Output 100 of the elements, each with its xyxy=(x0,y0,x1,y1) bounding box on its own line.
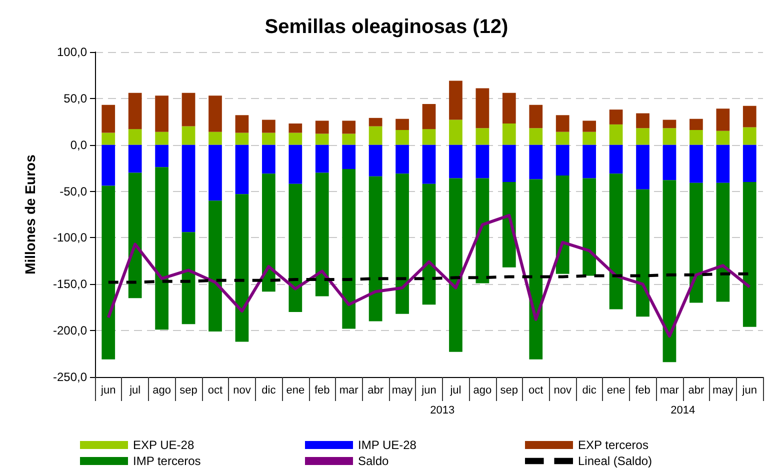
x-tick-label: may xyxy=(712,384,734,396)
x-tick-label: dic xyxy=(582,384,597,396)
x-tick-label: ene xyxy=(606,384,626,396)
x-tick-label: feb xyxy=(635,384,650,396)
bar xyxy=(422,184,436,305)
bar xyxy=(128,172,142,298)
x-tick-label: nov xyxy=(233,384,252,396)
bar xyxy=(422,144,436,184)
bar xyxy=(155,144,168,168)
legend-label: EXP UE-28 xyxy=(133,438,194,452)
bar xyxy=(502,182,516,268)
x-tick-label: sep xyxy=(500,384,518,396)
bar xyxy=(182,232,196,324)
bar xyxy=(315,144,329,173)
bar xyxy=(288,144,302,184)
y-tick-label: -200,0 xyxy=(52,324,88,338)
bar xyxy=(262,132,276,145)
bar xyxy=(342,144,356,169)
bar xyxy=(476,178,490,284)
bar xyxy=(422,104,436,130)
legend-label: Saldo xyxy=(358,454,390,468)
x-tick-label: jul xyxy=(449,384,462,396)
bar xyxy=(609,174,623,310)
bar xyxy=(662,180,676,362)
bar xyxy=(155,167,168,330)
bar xyxy=(636,113,650,128)
bar xyxy=(182,92,196,126)
bar xyxy=(235,115,249,133)
bar xyxy=(235,144,249,194)
bar xyxy=(128,129,142,145)
x-tick-label: nov xyxy=(554,384,572,396)
bar xyxy=(716,144,730,183)
x-tick-label: sep xyxy=(180,384,198,396)
bar xyxy=(182,144,196,232)
bar xyxy=(449,178,462,352)
bar xyxy=(476,144,490,178)
bar xyxy=(716,108,730,131)
bar xyxy=(128,144,142,173)
bar xyxy=(342,134,356,145)
bar xyxy=(609,144,623,174)
bar xyxy=(502,144,516,182)
bar xyxy=(262,144,276,174)
bar xyxy=(502,124,516,145)
bar xyxy=(396,130,409,145)
legend-label: IMP terceros xyxy=(133,454,201,468)
bar xyxy=(690,144,703,183)
bar xyxy=(742,144,756,182)
bar xyxy=(476,88,490,128)
y-tick-label: 0,0 xyxy=(70,138,88,152)
bar xyxy=(208,144,222,201)
x-tick-label: abr xyxy=(368,384,384,396)
x-tick-label: may xyxy=(392,384,414,396)
y-tick-label: -250,0 xyxy=(52,370,88,384)
bar xyxy=(288,124,302,133)
bar xyxy=(662,144,676,180)
bar xyxy=(690,130,703,145)
bar xyxy=(690,118,703,130)
x-tick-label: oct xyxy=(208,384,223,396)
line-series xyxy=(106,214,752,338)
bar xyxy=(368,118,382,126)
bar xyxy=(102,186,116,360)
y-tick-label: -100,0 xyxy=(52,230,88,245)
bar xyxy=(396,174,409,314)
bar xyxy=(556,132,570,145)
y-tick-label: 50,0 xyxy=(64,91,88,106)
bar xyxy=(182,126,196,145)
bar xyxy=(529,179,543,360)
y-tick-label: -150,0 xyxy=(52,277,88,292)
x-tick-label: jun xyxy=(100,384,116,396)
x-tick-label: jul xyxy=(128,384,141,396)
x-tick-label: oct xyxy=(528,384,544,396)
bar xyxy=(716,182,730,302)
bar xyxy=(235,194,249,342)
bar xyxy=(556,176,570,274)
chart-title: Semillas oleaginosas (12) xyxy=(264,16,508,38)
x-tick-label: mar xyxy=(660,384,680,396)
y-tick-label: 100,0 xyxy=(56,45,88,59)
x-tick-label: jun xyxy=(420,384,436,396)
legend-label: IMP UE-28 xyxy=(358,438,417,452)
bar xyxy=(422,129,436,145)
bar xyxy=(102,144,116,186)
x-tick-label: abr xyxy=(688,384,704,396)
bar xyxy=(529,144,543,180)
bar xyxy=(582,132,596,145)
x-tick-label: ago xyxy=(473,384,492,396)
bar xyxy=(342,120,356,134)
bar xyxy=(582,120,596,132)
legend-label: Lineal (Saldo) xyxy=(578,454,652,468)
x-tick-label: feb xyxy=(314,384,330,396)
bar xyxy=(742,127,756,145)
bar xyxy=(315,172,329,296)
bar xyxy=(662,120,676,128)
x-tick-label: ago xyxy=(152,384,171,396)
bar xyxy=(742,106,756,128)
text: 2014 xyxy=(670,404,696,416)
bar xyxy=(288,184,302,312)
bar xyxy=(208,96,222,132)
bar xyxy=(368,144,382,176)
bar xyxy=(262,174,276,292)
bar xyxy=(342,169,356,329)
